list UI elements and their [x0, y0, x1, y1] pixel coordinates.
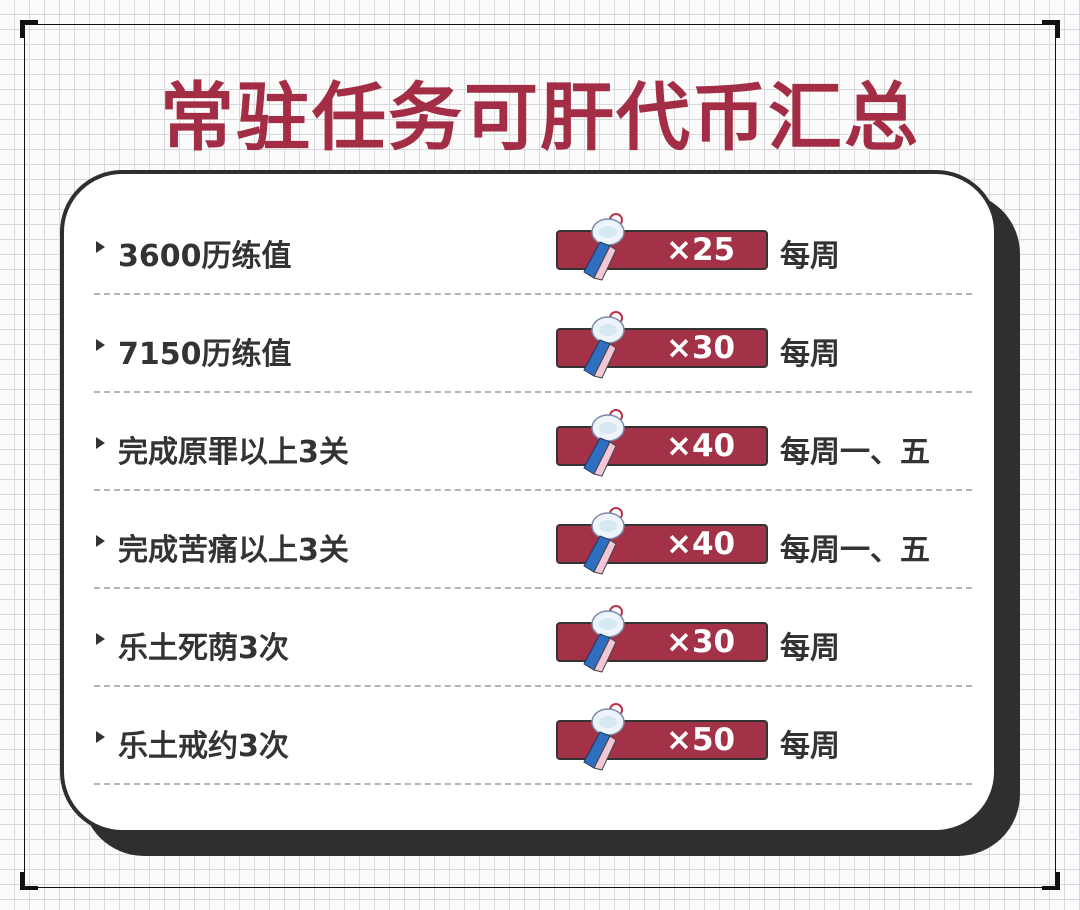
- task-label: 乐土死荫3次: [118, 631, 289, 666]
- reward-badge: ×40: [556, 507, 768, 575]
- row-divider: [94, 391, 972, 393]
- wind-chime-token-icon: [583, 213, 625, 281]
- frequency-label: 每周: [780, 337, 840, 372]
- row-divider: [94, 783, 972, 785]
- wind-chime-token-icon: [583, 605, 625, 673]
- frequency-label: 每周: [780, 631, 840, 666]
- task-row: 乐土死荫3次 ×30 每周: [94, 589, 972, 687]
- task-label: 7150历练值: [118, 337, 292, 372]
- task-row: 乐土戒约3次 ×50 每周: [94, 687, 972, 785]
- reward-badge: ×50: [556, 703, 768, 771]
- frequency-label: 每周: [780, 239, 840, 274]
- page-frame: [24, 24, 1056, 888]
- row-divider: [94, 587, 972, 589]
- reward-quantity: ×40: [666, 526, 736, 562]
- corner-ornament: [20, 20, 38, 38]
- reward-badge: ×30: [556, 605, 768, 673]
- bullet-triangle-icon: [96, 241, 105, 253]
- reward-quantity: ×40: [666, 428, 736, 464]
- task-label: 完成原罪以上3关: [118, 435, 349, 470]
- task-row: 7150历练值 ×30 每周: [94, 295, 972, 393]
- bullet-triangle-icon: [96, 633, 105, 645]
- row-divider: [94, 685, 972, 687]
- corner-ornament: [1042, 872, 1060, 890]
- wind-chime-token-icon: [583, 703, 625, 771]
- bullet-triangle-icon: [96, 437, 105, 449]
- task-label: 完成苦痛以上3关: [118, 533, 349, 568]
- row-divider: [94, 489, 972, 491]
- bullet-triangle-icon: [96, 731, 105, 743]
- frequency-label: 每周一、五: [780, 435, 930, 470]
- corner-ornament: [1042, 20, 1060, 38]
- task-card: 3600历练值 ×25 每周 7150历练值 ×30: [60, 170, 998, 834]
- task-label: 3600历练值: [118, 239, 292, 274]
- task-label: 乐土戒约3次: [118, 729, 289, 764]
- reward-badge: ×30: [556, 311, 768, 379]
- frequency-label: 每周一、五: [780, 533, 930, 568]
- corner-ornament: [20, 872, 38, 890]
- reward-quantity: ×30: [666, 624, 736, 660]
- reward-quantity: ×30: [666, 330, 736, 366]
- wind-chime-token-icon: [583, 311, 625, 379]
- task-row: 完成苦痛以上3关 ×40 每周一、五: [94, 491, 972, 589]
- frequency-label: 每周: [780, 729, 840, 764]
- reward-quantity: ×50: [666, 722, 736, 758]
- bullet-triangle-icon: [96, 339, 105, 351]
- row-divider: [94, 293, 972, 295]
- task-row: 3600历练值 ×25 每周: [94, 197, 972, 295]
- wind-chime-token-icon: [583, 409, 625, 477]
- reward-quantity: ×25: [666, 232, 736, 268]
- wind-chime-token-icon: [583, 507, 625, 575]
- task-row: 完成原罪以上3关 ×40 每周一、五: [94, 393, 972, 491]
- page-title: 常驻任务可肝代币汇总: [160, 75, 920, 161]
- reward-badge: ×25: [556, 213, 768, 281]
- bullet-triangle-icon: [96, 535, 105, 547]
- reward-badge: ×40: [556, 409, 768, 477]
